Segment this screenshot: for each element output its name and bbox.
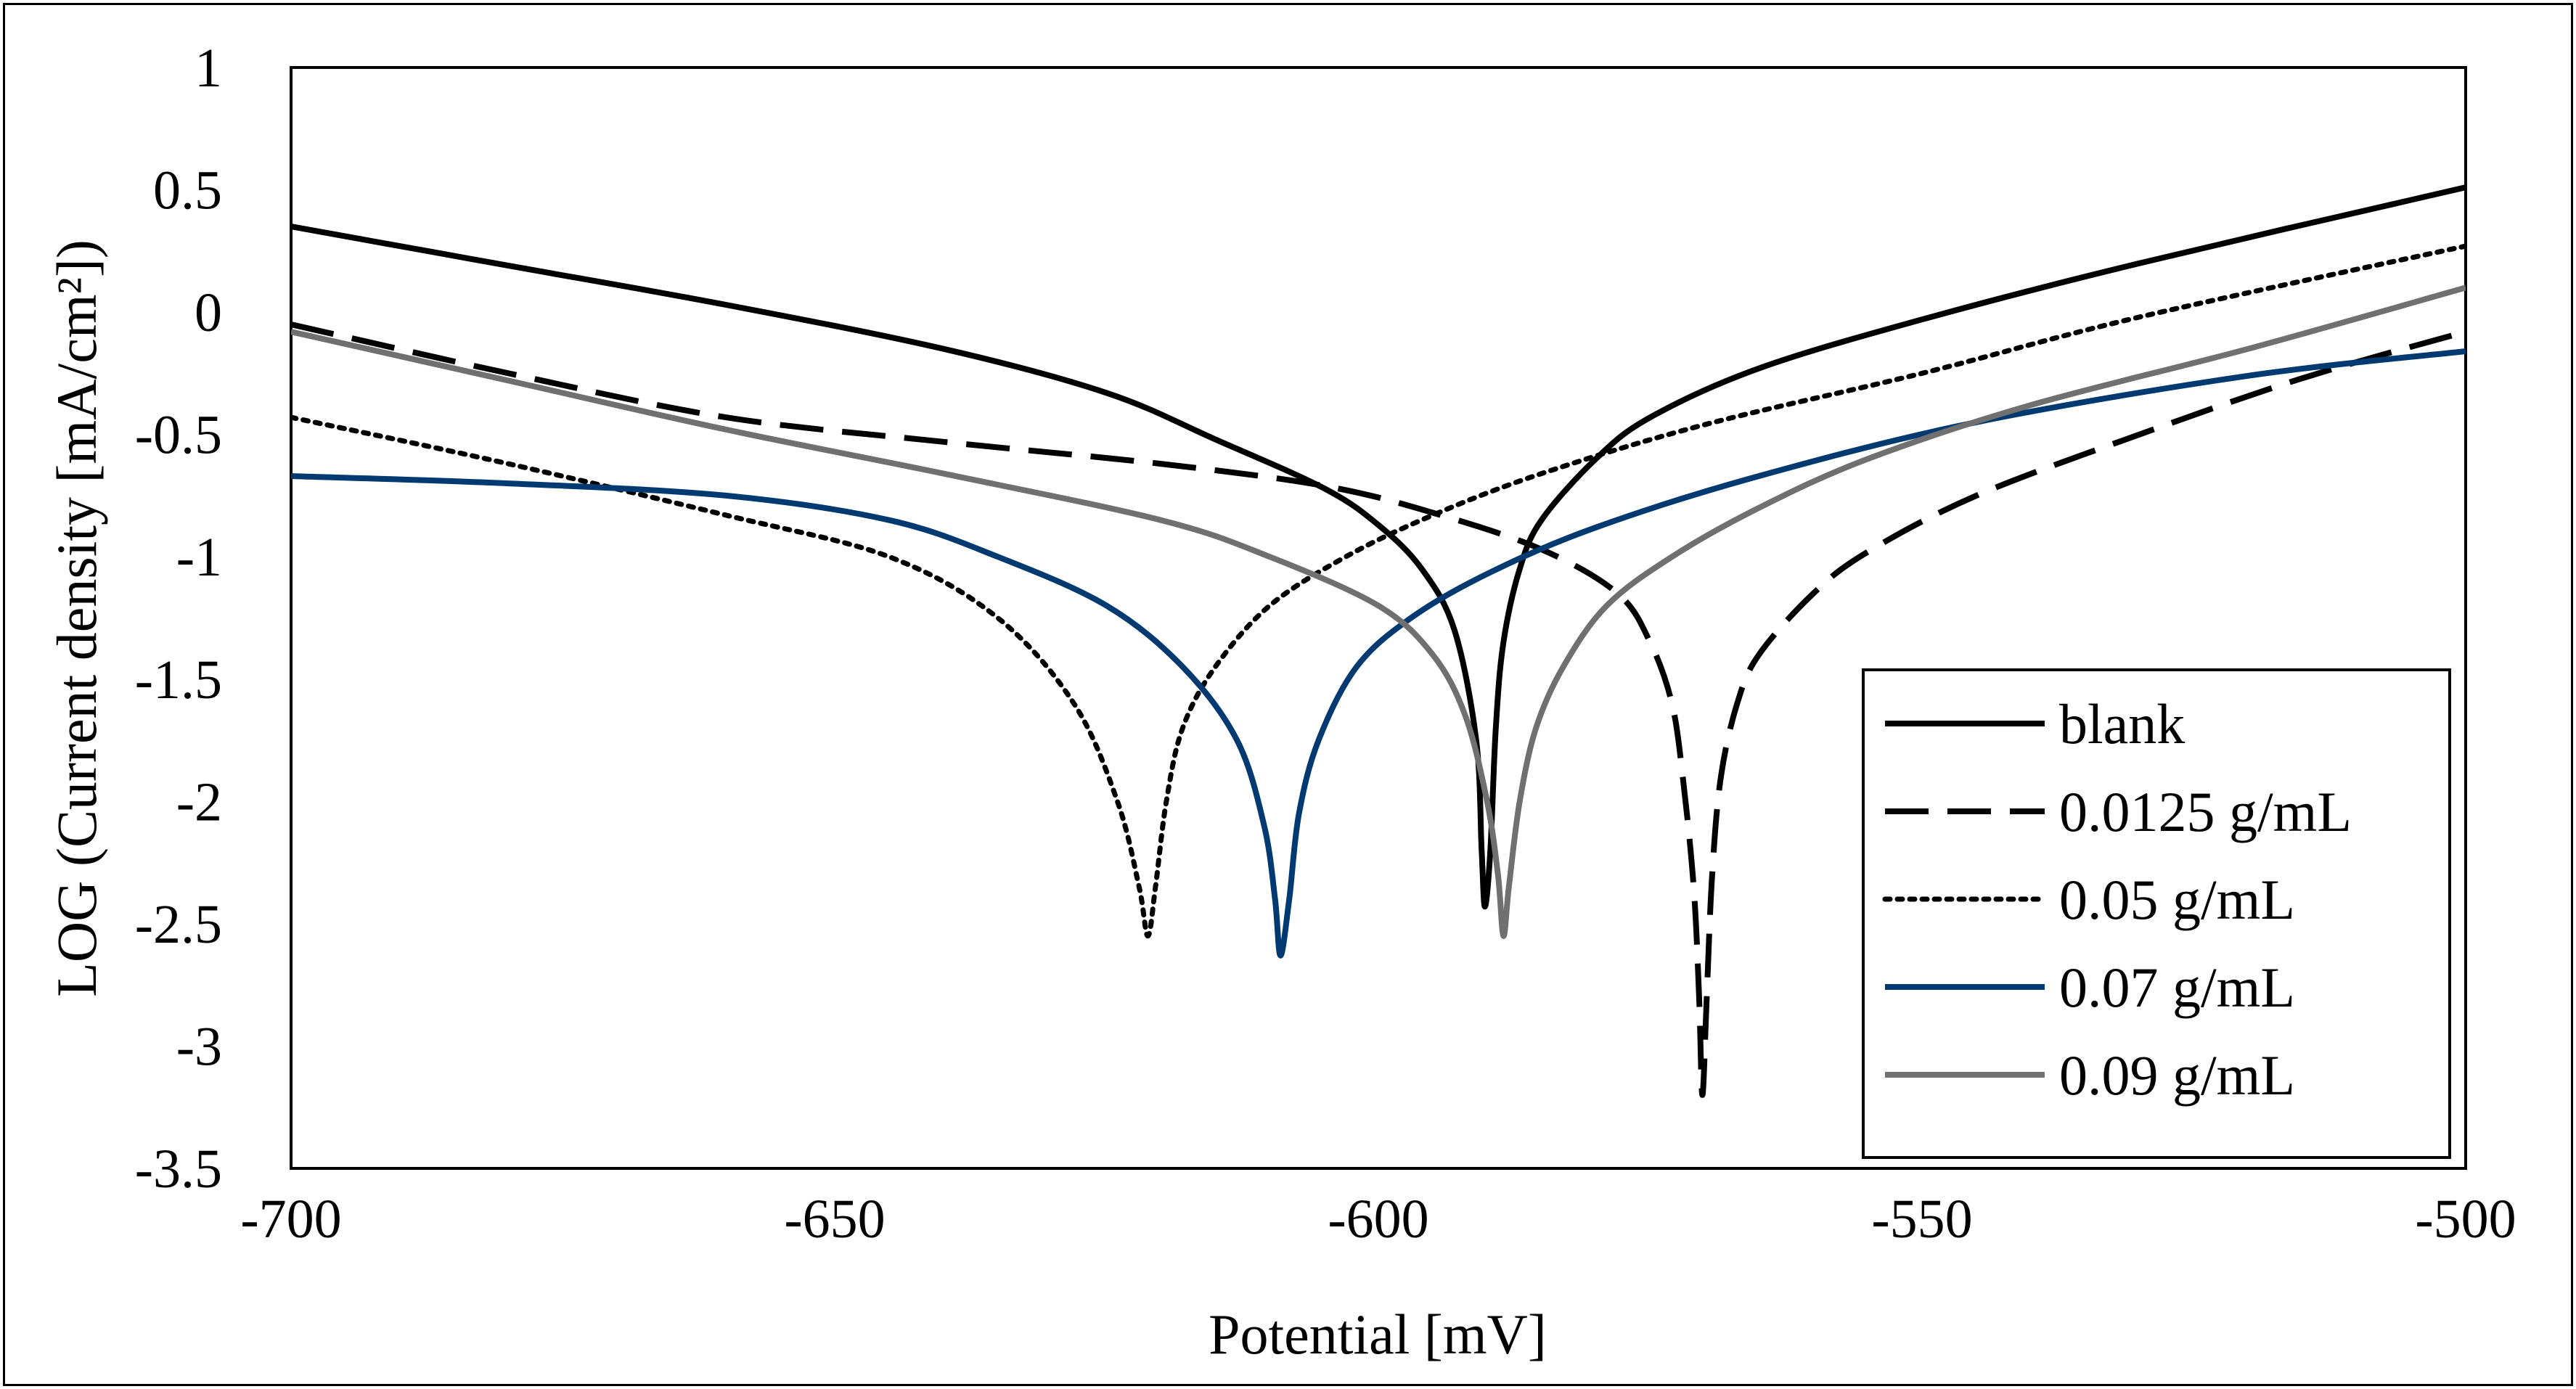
y-tick-label: -1	[176, 527, 222, 588]
plot-area	[290, 66, 2467, 1170]
y-tick-labels: 1 0.5 0 -0.5 -1 -1.5 -2 -2.5 -3 -3.5	[135, 38, 222, 1200]
y-tick-label: 1	[195, 38, 222, 99]
legend: blank 0.0125 g/mL 0.05 g/mL 0.07 g/mL 0.09 g…	[1862, 668, 2451, 1159]
y-tick-label: -1.5	[135, 650, 222, 710]
x-tick-label: -500	[2415, 1189, 2516, 1250]
y-tick-label: -2	[176, 771, 222, 832]
series-line-3	[291, 348, 2466, 959]
x-tick-label: -650	[784, 1189, 885, 1250]
chart: 1 0.5 0 -0.5 -1 -1.5 -2 -2.5 -3 -3.5 -700 -650 -600…	[45, 38, 2516, 1366]
legend-label-3: 0.07 g/mL	[2059, 956, 2295, 1019]
series-line-2	[291, 243, 2466, 939]
x-tick-labels: -700 -650 -600 -550 -500	[240, 1189, 2516, 1250]
y-tick-label: -2.5	[135, 894, 222, 955]
x-tick-label: -600	[1328, 1189, 1428, 1250]
series-lines	[291, 184, 2466, 1098]
series-line-0	[291, 184, 2466, 910]
series-line-4	[291, 284, 2466, 939]
y-tick-label: 0	[195, 282, 222, 343]
chart-frame: 1 0.5 0 -0.5 -1 -1.5 -2 -2.5 -3 -3.5 -700 -650 -600…	[3, 3, 2573, 1386]
y-tick-label: 0.5	[153, 160, 222, 221]
legend-label-0: blank	[2059, 692, 2185, 755]
series-line-1	[291, 321, 2466, 1098]
x-tick-label: -550	[1871, 1189, 1972, 1250]
y-tick-label: -0.5	[135, 405, 222, 466]
y-tick-label: -3	[176, 1016, 222, 1077]
legend-label-1: 0.0125 g/mL	[2059, 780, 2352, 843]
x-axis-title: Potential [mV]	[1209, 1303, 1547, 1366]
y-tick-label: -3.5	[135, 1139, 222, 1200]
x-tick-label: -700	[240, 1189, 341, 1250]
legend-label-4: 0.09 g/mL	[2059, 1044, 2295, 1107]
legend-label-2: 0.05 g/mL	[2059, 868, 2295, 931]
y-axis-title: LOG (Current density [mA/cm²])	[45, 239, 108, 997]
